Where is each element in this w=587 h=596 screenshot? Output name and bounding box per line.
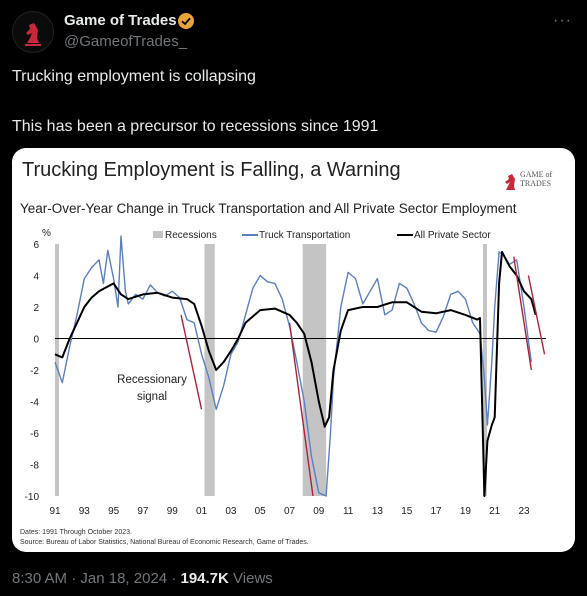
knight-logo-icon — [25, 23, 41, 46]
chart-subtitle: Year-Over-Year Change in Truck Transport… — [20, 201, 517, 216]
legend-label-recessions: Recessions — [165, 230, 217, 241]
post-meta: 8:30 AM · Jan 18, 2024 · 194.7K Views — [12, 570, 273, 587]
x-tick-label-9: 09 — [313, 506, 325, 517]
recession-band-0 — [55, 244, 59, 496]
x-tick-label-11: 13 — [372, 506, 384, 517]
recession-band-2 — [302, 244, 327, 496]
avatar[interactable] — [12, 11, 54, 53]
legend-label-truck: Truck Transportation — [259, 230, 350, 241]
recessionary-signal-line-3 — [527, 275, 546, 355]
series-line-truck — [54, 235, 532, 497]
x-tick-label-16: 23 — [518, 506, 530, 517]
legend-label-private: All Private Sector — [414, 230, 491, 241]
annotation-line-1: Recessionary — [117, 374, 187, 386]
y-tick-label-4: -2 — [30, 366, 39, 377]
post-text-line-2: This has been a precursor to recessions … — [12, 118, 379, 135]
recession-band-1 — [204, 244, 215, 496]
x-tick-label-13: 17 — [431, 506, 443, 517]
views-label: Views — [233, 570, 273, 587]
game-of-trades-logo: GAME of TRADES — [505, 170, 553, 190]
y-axis-unit: % — [42, 228, 51, 239]
y-tick-label-0: 6 — [33, 240, 39, 251]
y-tick-label-1: 4 — [33, 272, 39, 283]
y-tick-label-2: 2 — [33, 303, 39, 314]
x-tick-label-4: 99 — [167, 506, 179, 517]
chart-svg: Trucking Employment is Falling, a Warnin… — [20, 159, 553, 546]
recession-band-3 — [482, 244, 487, 496]
author-handle[interactable]: @GameofTrades_ — [64, 33, 188, 50]
series-line-private — [54, 250, 537, 497]
y-tick-label-7: -8 — [30, 461, 39, 472]
recessionary-signal-line-0 — [180, 314, 203, 410]
footnote-dates: Dates: 1991 Through October 2023. — [20, 529, 132, 536]
footnote-source: Source: Bureau of Labor Statistics, Nati… — [20, 539, 309, 546]
annotation-line-2: signal — [137, 391, 167, 403]
logo-line-2: TRADES — [520, 179, 551, 188]
y-tick-label-6: -6 — [30, 429, 39, 440]
logo-line-1: GAME of — [520, 170, 553, 179]
x-tick-label-6: 03 — [225, 506, 237, 517]
legend-swatch-recessions — [153, 231, 163, 238]
x-tick-label-1: 93 — [79, 506, 91, 517]
ellipsis-icon[interactable]: ··· — [553, 12, 572, 29]
author-name[interactable]: Game of Trades — [64, 12, 177, 29]
x-tick-label-10: 11 — [343, 506, 354, 517]
meta-separator-2: · — [171, 570, 177, 587]
recessionary-signal-line-1 — [288, 322, 314, 497]
chart-image[interactable]: Trucking Employment is Falling, a Warnin… — [12, 148, 575, 552]
x-tick-label-2: 95 — [108, 506, 120, 517]
x-tick-label-14: 19 — [460, 506, 472, 517]
y-tick-label-5: -4 — [30, 398, 39, 409]
y-tick-label-3: 0 — [33, 335, 39, 346]
chart-legend: Recessions Truck Transportation All Priv… — [153, 230, 491, 241]
x-tick-label-7: 05 — [255, 506, 267, 517]
x-tick-label-0: 91 — [49, 506, 61, 517]
recessionary-signal-line-2 — [513, 256, 533, 371]
view-count: 194.7K — [180, 570, 229, 587]
x-tick-label-15: 21 — [489, 506, 501, 517]
post-date[interactable]: Jan 18, 2024 — [80, 570, 168, 587]
x-tick-label-8: 07 — [284, 506, 296, 517]
post-text-line-1: Trucking employment is collapsing — [12, 68, 256, 85]
x-tick-label-3: 97 — [137, 506, 149, 517]
post-time[interactable]: 8:30 AM — [12, 570, 68, 587]
meta-separator-1: · — [71, 570, 77, 587]
chart-title: Trucking Employment is Falling, a Warnin… — [22, 159, 401, 181]
x-tick-label-5: 01 — [196, 506, 208, 517]
y-tick-label-8: -10 — [25, 492, 40, 503]
verified-badge-icon — [178, 13, 194, 29]
x-tick-label-12: 15 — [401, 506, 413, 517]
